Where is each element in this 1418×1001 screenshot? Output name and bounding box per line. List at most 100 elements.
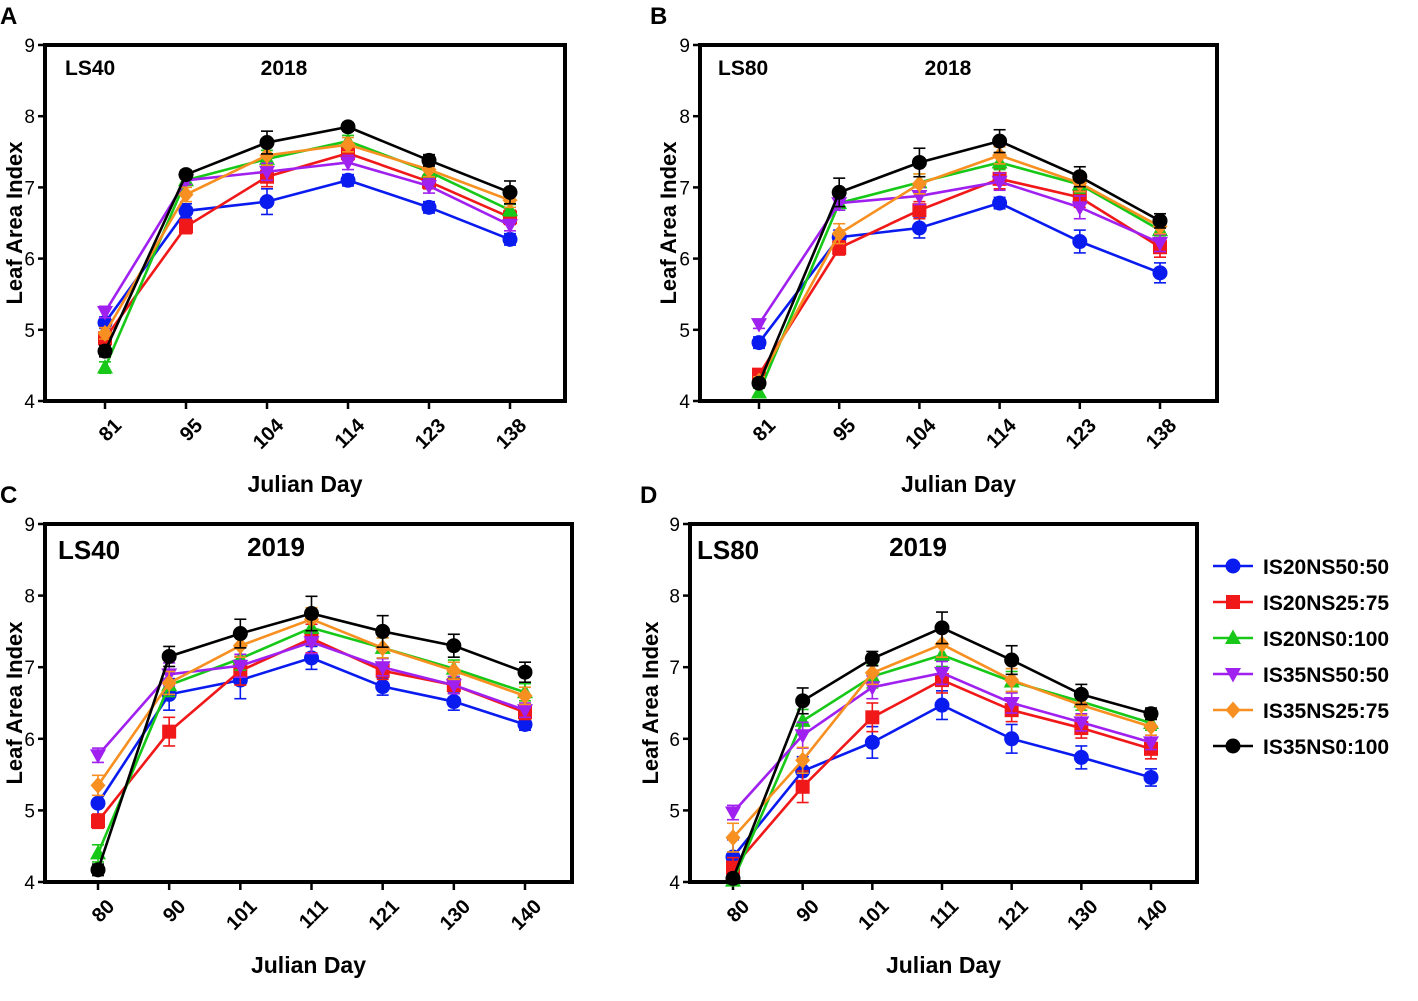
data-point (517, 687, 533, 705)
y-axis-title: Leaf Area Index (2, 141, 27, 305)
inset-year-title: 2019 (889, 532, 947, 562)
legend: IS20NS50:50 IS20NS25:75 IS20NS0:100 IS35NS5… (1213, 556, 1389, 759)
data-point (340, 172, 356, 188)
y-tick-label: 5 (669, 801, 680, 822)
data-point (161, 648, 177, 664)
series-line (103, 143, 511, 335)
plot-frame (688, 522, 1199, 884)
x-axis-title: Julian Day (247, 471, 362, 497)
data-point (1152, 236, 1168, 252)
data-point (1004, 671, 1020, 689)
x-tick-label: 138 (1142, 415, 1181, 454)
data-point (1073, 749, 1089, 765)
y-tick-label: 4 (679, 392, 690, 413)
data-point (934, 620, 950, 636)
panel-letter: B (650, 3, 667, 30)
data-point (178, 167, 194, 183)
data-point (831, 184, 847, 200)
data-point (864, 734, 880, 750)
inset-year-title: 2018 (261, 57, 308, 80)
data-point (90, 862, 106, 878)
data-point (795, 779, 810, 794)
x-tick-label: 138 (492, 415, 531, 454)
y-tick-label: 9 (679, 36, 690, 57)
data-point (375, 623, 391, 639)
data-point (1004, 652, 1020, 668)
data-point (794, 729, 811, 744)
data-point (1143, 769, 1159, 785)
legend-marker (1225, 701, 1241, 719)
data-point (1003, 697, 1020, 712)
x-tick-label: 121 (365, 896, 404, 935)
y-tick-label: 6 (669, 730, 680, 751)
data-point (725, 829, 741, 847)
data-point (751, 383, 767, 399)
x-tick-label: 101 (222, 896, 261, 935)
data-point (304, 606, 319, 621)
x-tick-label: 140 (1133, 896, 1172, 935)
data-point (517, 716, 533, 732)
data-point (1143, 736, 1159, 751)
series-is20ns25-75 (752, 168, 1167, 382)
y-tick-label: 8 (24, 107, 35, 128)
data-point (340, 136, 356, 154)
data-point (912, 203, 927, 218)
panel-letter: C (0, 482, 17, 509)
y-tick-label: 4 (669, 873, 680, 894)
data-point (91, 814, 105, 829)
x-axis-title: Julian Day (901, 471, 1016, 497)
data-point (1152, 213, 1168, 229)
data-point (1143, 718, 1159, 736)
data-point (446, 662, 462, 680)
x-tick-label: 95 (176, 415, 207, 446)
x-tick-label: 140 (507, 896, 546, 935)
x-tick-label: 90 (793, 896, 824, 927)
x-axis-title: Julian Day (251, 952, 366, 978)
data-point (794, 712, 811, 727)
data-point (751, 318, 767, 333)
series-line (757, 139, 1161, 384)
legend-label: IS20NS0:100 (1263, 628, 1389, 651)
plot-frame (698, 43, 1219, 403)
series-is35ns25-75 (751, 146, 1168, 390)
x-tick-label: 123 (1062, 415, 1101, 454)
data-point (502, 231, 518, 247)
data-point (725, 806, 741, 822)
data-point (865, 710, 880, 725)
panel-letter: D (640, 482, 657, 509)
x-tick-label: 104 (249, 414, 289, 454)
data-point (90, 776, 106, 794)
x-tick-label: 90 (159, 896, 190, 927)
x-tick-label: 80 (723, 896, 754, 927)
data-point (97, 343, 113, 359)
data-point (911, 154, 927, 170)
x-tick-label: 80 (88, 896, 119, 927)
y-tick-label: 4 (24, 392, 35, 413)
y-tick-label: 5 (679, 321, 690, 342)
data-point (751, 335, 767, 351)
data-point (992, 146, 1008, 164)
data-point (178, 186, 194, 204)
inset-year-title: 2018 (925, 57, 972, 80)
inset-site-label: LS80 (697, 535, 759, 565)
plot-frame (43, 522, 574, 884)
y-tick-label: 7 (24, 178, 35, 199)
legend-item: IS20NS0:100 (1213, 628, 1389, 651)
data-point (991, 175, 1008, 191)
data-point (1143, 706, 1159, 722)
data-point (421, 199, 437, 215)
legend-label: IS35NS50:50 (1263, 664, 1389, 687)
y-tick-label: 7 (669, 658, 680, 679)
data-point (1004, 731, 1020, 747)
data-point (1071, 201, 1088, 216)
panel-d: D 4 5 6 7 8 9 Leaf Area Index 80 90 101 111 121 130 14… (638, 482, 1199, 978)
x-tick-label: 114 (331, 414, 370, 453)
data-point (795, 751, 811, 769)
legend-label: IS20NS25:75 (1263, 592, 1389, 615)
data-point (375, 679, 391, 695)
data-point (992, 133, 1008, 149)
legend-label: IS35NS0:100 (1263, 736, 1389, 759)
data-point (502, 219, 518, 234)
data-point (446, 694, 462, 710)
